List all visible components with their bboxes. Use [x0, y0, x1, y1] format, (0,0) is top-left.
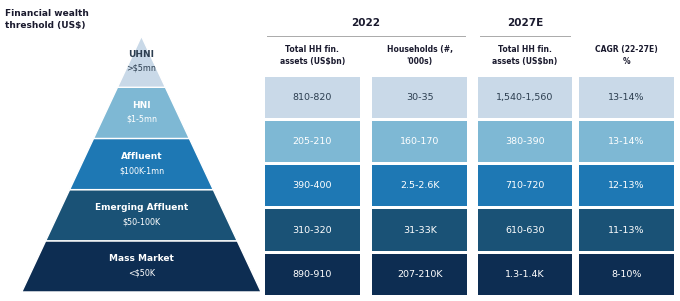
Text: 310-320: 310-320 [292, 226, 332, 234]
Text: 2027E: 2027E [507, 17, 543, 28]
Text: 2.5-2.6K: 2.5-2.6K [400, 182, 439, 190]
Polygon shape [69, 138, 214, 190]
Text: Mass Market: Mass Market [109, 254, 174, 263]
Bar [372, 77, 467, 118]
Text: 205-210: 205-210 [292, 137, 332, 146]
Text: 207-210K: 207-210K [397, 270, 443, 279]
Bar [579, 121, 674, 162]
Text: 1,540-1,560: 1,540-1,560 [496, 93, 554, 102]
Text: 11-13%: 11-13% [608, 226, 645, 234]
Text: 30-35: 30-35 [406, 93, 433, 102]
Bar [372, 254, 467, 295]
Bar [477, 77, 573, 118]
Bar [579, 254, 674, 295]
Bar [579, 77, 674, 118]
Bar [372, 121, 467, 162]
Text: 610-630: 610-630 [505, 226, 545, 234]
Bar [477, 121, 573, 162]
Bar [477, 165, 573, 206]
Text: 810-820: 810-820 [292, 93, 332, 102]
Text: 8-10%: 8-10% [611, 270, 641, 279]
Bar [265, 165, 360, 206]
Polygon shape [94, 87, 189, 138]
Text: 31-33K: 31-33K [403, 226, 437, 234]
Polygon shape [118, 36, 165, 87]
Bar [579, 209, 674, 251]
Bar [372, 209, 467, 251]
Bar [372, 165, 467, 206]
Polygon shape [22, 241, 261, 292]
Bar [265, 77, 360, 118]
Text: 1.3-1.4K: 1.3-1.4K [505, 270, 545, 279]
Bar [477, 254, 573, 295]
Text: 390-400: 390-400 [292, 182, 332, 190]
Text: UHNI: UHNI [129, 50, 154, 59]
Text: HNI: HNI [132, 101, 151, 110]
Text: $50-100K: $50-100K [122, 217, 160, 226]
Text: Emerging Affluent: Emerging Affluent [95, 203, 188, 212]
Text: >$5mn: >$5mn [126, 64, 156, 73]
Bar [265, 254, 360, 295]
Text: Total HH fin.
assets (US$bn): Total HH fin. assets (US$bn) [492, 45, 558, 66]
Text: Affluent: Affluent [120, 152, 163, 161]
Text: $100K-1mn: $100K-1mn [119, 166, 164, 175]
Text: $1-5mn: $1-5mn [126, 115, 157, 124]
Text: <$50K: <$50K [128, 268, 155, 278]
Polygon shape [46, 190, 237, 241]
Text: Total HH fin.
assets (US$bn): Total HH fin. assets (US$bn) [279, 45, 345, 66]
Text: Financial wealth
threshold (US$): Financial wealth threshold (US$) [5, 9, 89, 30]
Bar [477, 209, 573, 251]
Text: 13-14%: 13-14% [608, 93, 645, 102]
Text: 890-910: 890-910 [292, 270, 332, 279]
Text: Households (#,
'000s): Households (#, '000s) [387, 45, 453, 66]
Bar [579, 165, 674, 206]
Bar [265, 121, 360, 162]
Text: 380-390: 380-390 [505, 137, 545, 146]
Text: 2022: 2022 [352, 17, 380, 28]
Text: 160-170: 160-170 [400, 137, 439, 146]
Text: 710-720: 710-720 [505, 182, 545, 190]
Text: 13-14%: 13-14% [608, 137, 645, 146]
Text: CAGR (22-27E)
%: CAGR (22-27E) % [595, 45, 658, 66]
Text: 12-13%: 12-13% [608, 182, 645, 190]
Bar [265, 209, 360, 251]
